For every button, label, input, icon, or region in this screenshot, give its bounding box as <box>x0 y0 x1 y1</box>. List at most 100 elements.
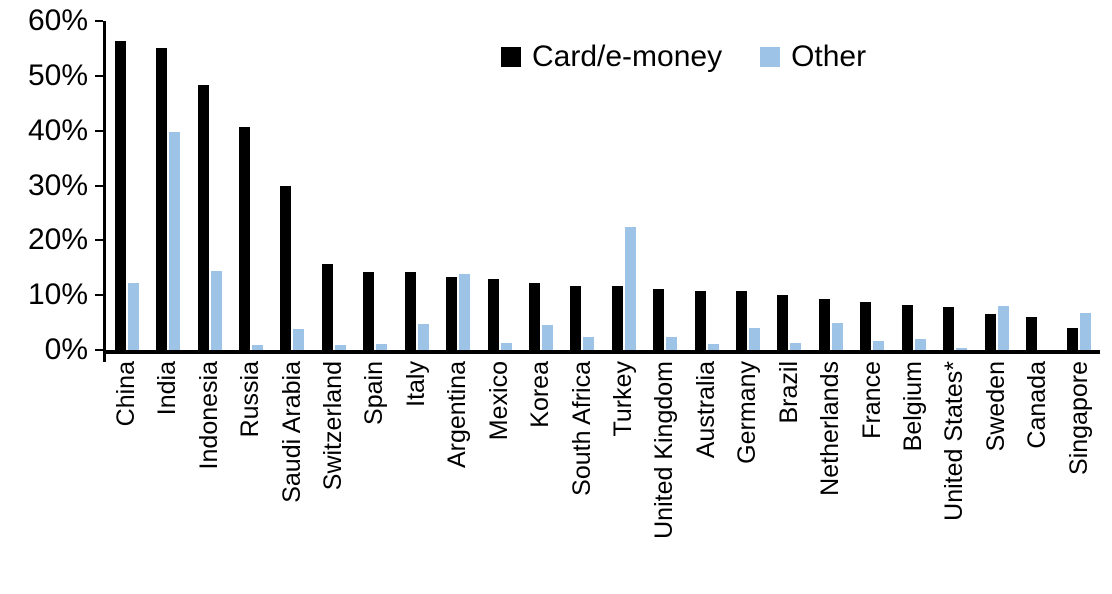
bar-card-e-money <box>446 276 458 350</box>
bar-group <box>479 21 520 350</box>
bar-other <box>914 339 926 350</box>
bar-group <box>976 21 1017 350</box>
bar-other <box>707 343 719 350</box>
bar-other <box>376 343 388 350</box>
bar-other <box>459 273 471 350</box>
bar-card-e-money <box>736 291 748 350</box>
bar-group <box>106 21 147 350</box>
y-axis-tick <box>95 184 103 187</box>
legend-swatch-other-icon <box>760 46 781 67</box>
x-axis-line <box>103 350 1100 354</box>
x-axis-label: Italy <box>401 361 430 407</box>
x-axis-label-cell: India <box>147 361 188 591</box>
x-axis-label-cell: Brazil <box>769 361 810 591</box>
bar-card-e-money <box>197 84 209 350</box>
bar-card-e-money <box>280 186 292 350</box>
bar-group <box>852 21 893 350</box>
x-axis-label: France <box>857 361 886 439</box>
x-axis-label-cell: Saudi Arabia <box>272 361 313 591</box>
bar-card-e-money <box>694 290 706 350</box>
plot-area <box>95 20 1100 362</box>
x-axis-label: South Africa <box>567 361 596 496</box>
bar-other <box>251 344 263 350</box>
bar-other <box>127 282 139 350</box>
x-axis-label: Brazil <box>774 361 803 424</box>
bar-card-e-money <box>114 41 126 350</box>
x-axis-label-cell: Singapore <box>1059 361 1100 591</box>
x-axis-label: Argentina <box>443 361 472 469</box>
bar-other <box>873 341 885 350</box>
bar-group <box>520 21 561 350</box>
x-axis-label: Korea <box>526 361 555 428</box>
bar-group <box>147 21 188 350</box>
legend-swatch-card-e-money-icon <box>501 46 521 67</box>
x-axis-label: Netherlands <box>816 361 845 496</box>
y-axis-tick-label: 40% <box>27 113 88 147</box>
bar-group <box>272 21 313 350</box>
bar-other <box>831 323 843 350</box>
x-axis-label-cell: United States* <box>934 361 975 591</box>
y-axis-tick <box>95 20 103 22</box>
legend-label-card-e-money: Card/e-money <box>532 40 723 73</box>
bar-card-e-money <box>528 283 540 350</box>
bar-card-e-money <box>1067 328 1079 350</box>
y-axis-tick <box>95 294 103 297</box>
bar-card-e-money <box>487 279 499 350</box>
bar-card-e-money <box>570 285 582 350</box>
x-axis-label-cell: Belgium <box>893 361 934 591</box>
x-axis-label-cell: Switzerland <box>313 361 354 591</box>
bar-card-e-money <box>1025 317 1037 350</box>
bar-other <box>624 226 636 350</box>
x-axis-label-cell: Mexico <box>479 361 520 591</box>
bar-other <box>583 337 595 350</box>
x-axis-label-cell: Canada <box>1017 361 1058 591</box>
x-axis-label-cell: Italy <box>396 361 437 591</box>
bar-card-e-money <box>943 306 955 350</box>
bar-card-e-money <box>611 286 623 350</box>
bar-card-e-money <box>156 47 168 350</box>
y-axis-tick <box>95 349 103 351</box>
bar-other <box>666 337 678 350</box>
bar-card-e-money <box>404 272 416 350</box>
bar-other <box>997 305 1009 350</box>
bar-other <box>293 328 305 350</box>
x-axis-labels: China India Indonesia Russia Saudi Arabia Swi… <box>106 361 1100 591</box>
bar-group <box>355 21 396 350</box>
bar-card-e-money <box>238 127 250 350</box>
x-axis-label-cell: Turkey <box>603 361 644 591</box>
y-axis-tick <box>95 129 103 132</box>
bar-other <box>210 271 222 350</box>
x-axis-label-cell: Germany <box>727 361 768 591</box>
bars-container <box>106 21 1100 350</box>
bar-other <box>334 345 346 350</box>
x-axis-label: Canada <box>1023 361 1052 449</box>
x-axis-label: Belgium <box>898 361 927 452</box>
bar-other <box>749 328 761 350</box>
bar-group <box>1017 21 1058 350</box>
y-axis-tick <box>95 74 103 77</box>
x-axis-label-cell: Spain <box>355 361 396 591</box>
bar-group <box>810 21 851 350</box>
x-axis-label: Switzerland <box>319 361 348 491</box>
bar-group <box>313 21 354 350</box>
bar-other <box>169 132 181 350</box>
x-axis-label: India <box>153 361 182 416</box>
bar-other <box>790 343 802 350</box>
bar-card-e-money <box>818 299 830 350</box>
x-axis-label: Sweden <box>981 361 1010 452</box>
bar-group <box>686 21 727 350</box>
x-axis-label-cell: France <box>852 361 893 591</box>
y-axis-tick-label: 60% <box>27 4 88 37</box>
x-axis-label: United Kingdom <box>650 361 679 539</box>
x-axis-label-cell: South Africa <box>562 361 603 591</box>
bar-other <box>541 325 553 350</box>
x-axis-label: Germany <box>733 361 762 464</box>
bar-other <box>956 348 968 350</box>
x-axis-label: Turkey <box>609 361 638 437</box>
x-axis-label: Indonesia <box>194 361 223 470</box>
x-axis-label-cell: Korea <box>520 361 561 591</box>
x-axis-label-cell: Australia <box>686 361 727 591</box>
bar-group <box>230 21 271 350</box>
legend: Card/e-money Other <box>501 40 866 73</box>
